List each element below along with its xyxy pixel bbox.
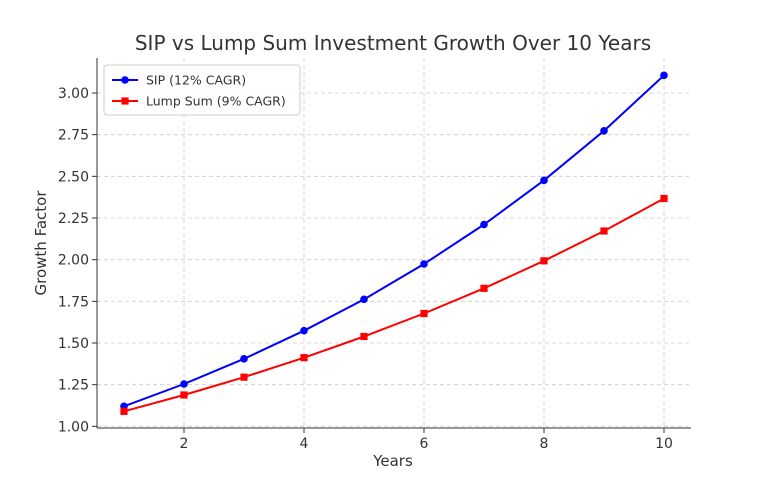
data-point — [540, 257, 547, 264]
data-point — [240, 374, 247, 381]
data-point — [180, 391, 187, 398]
chart-title: SIP vs Lump Sum Investment Growth Over 1… — [135, 31, 651, 55]
x-tick-label: 2 — [180, 436, 189, 452]
data-point — [540, 177, 548, 185]
data-point — [420, 310, 427, 317]
y-tick-label: 3.00 — [58, 86, 89, 102]
data-point — [300, 354, 307, 361]
x-tick-label: 4 — [300, 436, 309, 452]
x-tick-label: 6 — [420, 436, 429, 452]
data-point — [660, 72, 668, 80]
data-series — [120, 72, 668, 415]
data-point — [600, 127, 608, 135]
legend-label: SIP (12% CAGR) — [146, 73, 246, 88]
data-point — [360, 333, 367, 340]
legend: SIP (12% CAGR) Lump Sum (9% CAGR) — [104, 65, 300, 115]
x-tick-label: 10 — [655, 436, 673, 452]
data-point — [480, 221, 488, 229]
y-axis-label: Growth Factor — [32, 190, 50, 296]
data-point — [600, 227, 607, 234]
y-tick-label: 1.75 — [58, 294, 89, 310]
legend-marker — [121, 97, 128, 104]
y-tick-label: 1.00 — [58, 419, 89, 435]
data-point — [180, 380, 188, 388]
y-tick-label: 2.75 — [58, 128, 89, 144]
data-point — [480, 285, 487, 292]
legend-marker — [121, 76, 129, 84]
data-point — [660, 195, 667, 202]
y-tick-label: 1.50 — [58, 336, 89, 352]
data-point — [240, 355, 248, 363]
axes: 2 4 6 8 10 1.00 1.25 1.50 1.75 2.00 2.25 2.50 2.75 3.… — [58, 58, 691, 452]
x-axis-label: Years — [372, 452, 413, 470]
line-chart: SIP vs Lump Sum Investment Growth Over 1… — [0, 0, 768, 480]
y-tick-label: 2.00 — [58, 253, 89, 269]
data-point — [360, 296, 368, 304]
legend-label: Lump Sum (9% CAGR) — [146, 94, 286, 109]
data-point — [420, 260, 428, 268]
x-tick-label: 8 — [540, 436, 549, 452]
series-line — [124, 199, 664, 412]
data-point — [300, 327, 308, 335]
data-point — [120, 408, 127, 415]
y-tick-label: 1.25 — [58, 378, 89, 394]
y-tick-label: 2.25 — [58, 211, 89, 227]
y-tick-label: 2.50 — [58, 169, 89, 185]
chart-container: SIP vs Lump Sum Investment Growth Over 1… — [0, 0, 768, 480]
series-2 — [120, 195, 667, 415]
